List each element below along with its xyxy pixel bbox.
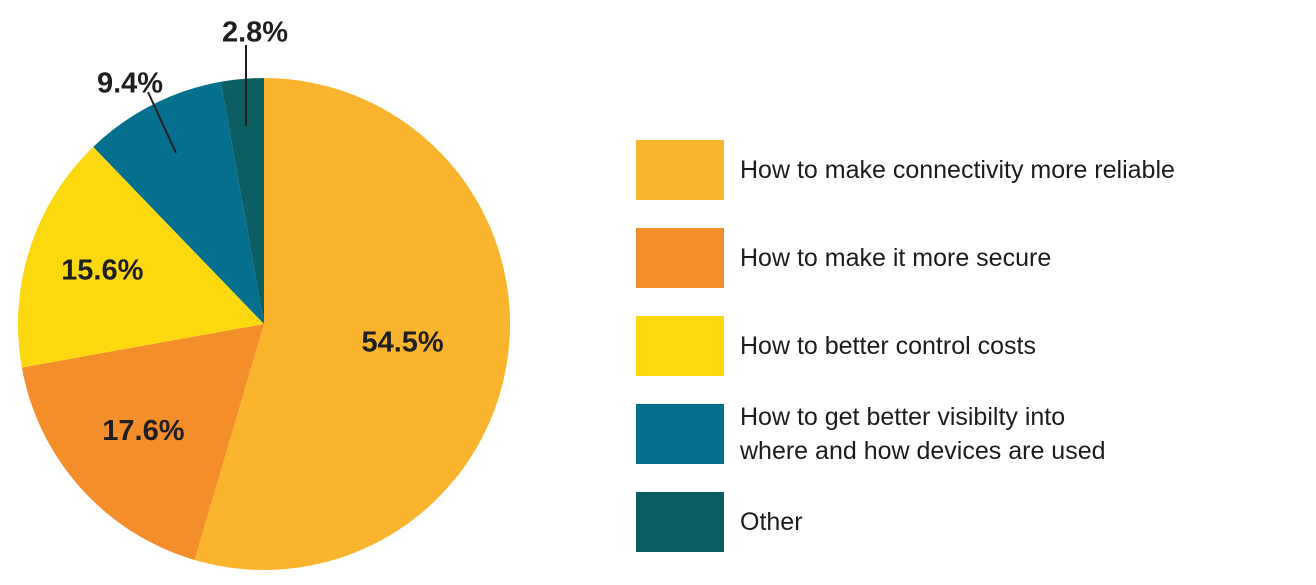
pie-slice-reliable [194, 78, 510, 570]
legend-label-visibility: How to get better visibilty into where a… [740, 403, 1106, 465]
legend-label-secure: How to make it more secure [740, 244, 1052, 272]
pie-slice-other [220, 78, 264, 324]
legend-item-secure: How to make it more secure [636, 228, 1316, 288]
pie-slice-costs [17, 146, 265, 368]
legend-item-reliable: How to make connectivity more reliable [636, 140, 1316, 200]
legend-swatch-secure [636, 228, 724, 288]
pie-slice-secure [21, 324, 264, 560]
data-label-other: 2.8% [222, 17, 288, 49]
data-label-costs: 15.6% [61, 254, 143, 286]
legend-label-reliable: How to make connectivity more reliable [740, 156, 1175, 184]
legend: How to make connectivity more reliable H… [636, 140, 1316, 580]
legend-swatch-visibility [636, 404, 724, 464]
legend-label-costs: How to better control costs [740, 332, 1036, 360]
pie-slice-visibility [93, 81, 264, 325]
legend-label-other: Other [740, 508, 803, 536]
legend-swatch-other [636, 492, 724, 552]
legend-item-other: Other [636, 492, 1316, 552]
data-label-secure: 17.6% [102, 415, 184, 447]
legend-item-visibility: How to get better visibilty into where a… [636, 403, 1316, 465]
legend-item-costs: How to better control costs [636, 316, 1316, 376]
data-label-visibility: 9.4% [97, 68, 163, 100]
leader-line-visibility [147, 91, 177, 154]
legend-swatch-reliable [636, 140, 724, 200]
pie-chart: 54.5% 17.6% 15.6% 9.4% 2.8% [17, 17, 510, 570]
data-label-reliable: 54.5% [361, 327, 443, 359]
legend-swatch-costs [636, 316, 724, 376]
